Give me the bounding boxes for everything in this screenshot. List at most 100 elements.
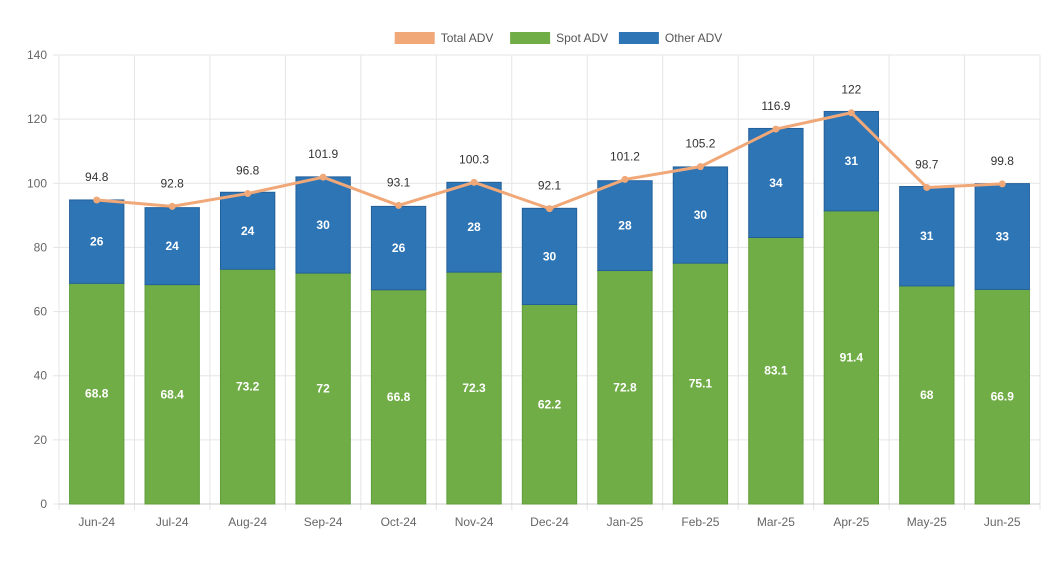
bar-other-adv (144, 207, 200, 286)
total-adv-label: 92.8 (161, 176, 185, 190)
bar-spot-adv (144, 284, 200, 505)
bar-spot-adv (899, 285, 955, 505)
x-tick-label: Feb-25 (681, 515, 719, 529)
total-adv-label: 116.9 (761, 99, 790, 113)
total-adv-point (998, 180, 1006, 188)
bar-label-spot-adv: 91.4 (840, 350, 864, 364)
bar-other-adv (219, 191, 276, 270)
bar-spot-adv (219, 268, 276, 505)
bar-spot-adv (672, 262, 729, 505)
legend-label: Spot ADV (556, 31, 608, 45)
total-adv-point (395, 201, 403, 209)
x-tick-label: Apr-25 (833, 515, 869, 529)
bar-other-adv (295, 176, 351, 274)
bar-label-spot-adv: 68 (920, 388, 934, 402)
x-tick-label: May-25 (907, 515, 947, 529)
bar-label-spot-adv: 66.9 (991, 390, 1015, 404)
bar-spot-adv (69, 282, 125, 505)
y-tick-label: 0 (40, 497, 47, 511)
bar-label-spot-adv: 68.8 (85, 387, 109, 401)
total-adv-label: 99.8 (991, 154, 1015, 168)
total-adv-point (621, 175, 629, 183)
x-tick-label: Jul-24 (156, 515, 189, 529)
total-adv-point (244, 190, 252, 198)
y-tick-label: 60 (34, 305, 48, 319)
total-adv-label: 98.7 (915, 157, 939, 171)
x-tick-label: Jun-25 (984, 515, 1021, 529)
legend-swatch (394, 32, 435, 44)
bar-label-spot-adv: 66.8 (387, 390, 411, 404)
x-tick-label: Oct-24 (381, 515, 417, 529)
legend-label: Total ADV (441, 31, 494, 45)
bar-label-other-adv: 26 (392, 241, 406, 255)
y-tick-label: 80 (34, 240, 48, 254)
total-adv-point (546, 205, 553, 213)
x-tick-label: Jan-25 (607, 515, 644, 529)
bar-other-adv (69, 199, 125, 284)
bar-label-other-adv: 30 (543, 249, 557, 263)
bar-label-spot-adv: 62.2 (538, 397, 562, 411)
total-adv-label: 94.8 (85, 170, 109, 184)
total-adv-label: 101.2 (610, 149, 640, 163)
bar-spot-adv (370, 289, 427, 505)
y-tick-label: 40 (34, 369, 48, 383)
x-tick-label: Jun-24 (78, 515, 115, 529)
y-tick-label: 100 (27, 176, 47, 190)
legend-swatch (618, 32, 659, 44)
bar-other-adv (974, 183, 1030, 290)
total-adv-point (93, 196, 101, 204)
bar-other-adv (899, 185, 955, 287)
bar-other-adv (370, 205, 427, 291)
bar-label-spot-adv: 73.2 (236, 380, 260, 394)
x-tick-label: Sep-24 (304, 515, 343, 529)
total-adv-label: 100.3 (459, 152, 489, 166)
x-tick-label: Dec-24 (530, 515, 569, 529)
total-adv-point (847, 109, 855, 117)
total-adv-label: 122 (841, 83, 861, 97)
bar-label-other-adv: 24 (166, 239, 180, 253)
total-adv-point (319, 173, 327, 181)
bar-label-spot-adv: 72.3 (462, 381, 486, 395)
x-tick-label: Mar-25 (757, 515, 795, 529)
legend-swatch (510, 32, 551, 44)
y-tick-label: 120 (27, 112, 47, 126)
bar-spot-adv (521, 304, 578, 505)
bar-label-spot-adv: 72 (316, 382, 330, 396)
bar-label-other-adv: 26 (90, 235, 104, 249)
total-adv-label: 93.1 (387, 175, 411, 189)
bar-spot-adv (295, 272, 351, 505)
total-adv-point (696, 163, 704, 171)
bar-label-spot-adv: 72.8 (613, 380, 637, 394)
total-adv-point (772, 125, 780, 133)
total-adv-point (470, 178, 478, 186)
total-adv-point (168, 202, 176, 210)
bar-label-other-adv: 30 (316, 218, 330, 232)
bar-label-spot-adv: 68.4 (161, 387, 185, 401)
total-adv-label: 92.1 (538, 179, 562, 193)
bar-label-other-adv: 30 (694, 208, 708, 222)
bar-spot-adv (748, 236, 804, 505)
total-adv-point (923, 183, 931, 191)
bar-label-spot-adv: 75.1 (689, 377, 713, 391)
bar-label-other-adv: 34 (769, 176, 783, 190)
bar-other-adv (521, 207, 578, 306)
bar-label-other-adv: 24 (241, 224, 255, 238)
y-tick-label: 140 (27, 48, 47, 62)
y-tick-label: 20 (34, 433, 48, 447)
bar-other-adv (748, 127, 804, 238)
total-adv-label: 105.2 (685, 137, 715, 151)
legend-label: Other ADV (665, 31, 722, 45)
bar-spot-adv (974, 288, 1030, 505)
total-adv-label: 101.9 (308, 147, 338, 161)
total-adv-label: 96.8 (236, 164, 260, 178)
bar-other-adv (823, 110, 880, 212)
bar-label-spot-adv: 83.1 (764, 364, 788, 378)
bar-spot-adv (823, 210, 880, 505)
bar-label-other-adv: 28 (618, 219, 632, 233)
bar-label-other-adv: 28 (467, 220, 481, 234)
bar-label-other-adv: 31 (920, 229, 934, 243)
x-tick-label: Aug-24 (228, 515, 267, 529)
bar-label-other-adv: 33 (996, 230, 1010, 244)
bar-label-other-adv: 31 (845, 154, 859, 168)
